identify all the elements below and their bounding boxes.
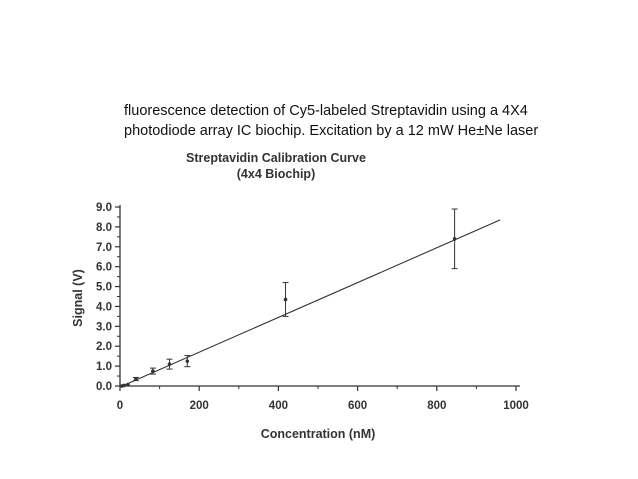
y-tick-label: 0.0 [96, 381, 112, 393]
figure-caption: fluorescence detection of Cy5-labeled St… [124, 101, 624, 141]
x-tick-label: 1000 [503, 400, 529, 412]
y-axis-label: Signal (V) [71, 269, 85, 327]
data-point [126, 382, 130, 387]
caption-line-1: fluorescence detection of Cy5-labeled St… [124, 103, 528, 119]
caption-line-2: photodiode array IC biochip. Excitation … [124, 123, 539, 139]
x-tick-label: 800 [427, 400, 446, 412]
y-axis-ticks: 0.0 1.0 2.0 3.0 4.0 5.0 6.0 7.0 8.0 9.0 [96, 202, 120, 393]
y-tick-label: 5.0 [96, 282, 112, 294]
data-point [283, 297, 288, 302]
y-tick-label: 3.0 [96, 321, 112, 333]
x-axis-ticks: 0 200 400 600 800 1000 [117, 386, 529, 412]
data-points [120, 208, 458, 388]
data-point [185, 359, 190, 363]
y-tick-label: 7.0 [96, 242, 112, 254]
y-tick-label: 4.0 [96, 301, 112, 313]
x-tick-label: 600 [348, 400, 367, 412]
fit-line [119, 219, 501, 388]
y-tick-label: 2.0 [96, 341, 112, 353]
y-tick-label: 1.0 [96, 361, 112, 373]
y-tick-label: 8.0 [96, 222, 112, 234]
y-tick-label: 9.0 [96, 202, 112, 214]
data-point [151, 369, 155, 373]
data-point [167, 362, 172, 366]
data-point [134, 377, 138, 381]
chart-title-line-1: Streptavidin Calibration Curve [186, 151, 366, 165]
y-tick-label: 6.0 [96, 262, 112, 274]
fit-line-group [119, 219, 501, 388]
x-tick-label: 400 [269, 400, 288, 412]
x-axis-label: Concentration (nM) [261, 427, 376, 441]
x-tick-label: 200 [190, 400, 209, 412]
x-tick-label: 0 [117, 400, 123, 412]
data-point [122, 383, 126, 388]
chart-title-line-2: (4x4 Biochip) [237, 167, 316, 181]
data-point [452, 237, 457, 241]
